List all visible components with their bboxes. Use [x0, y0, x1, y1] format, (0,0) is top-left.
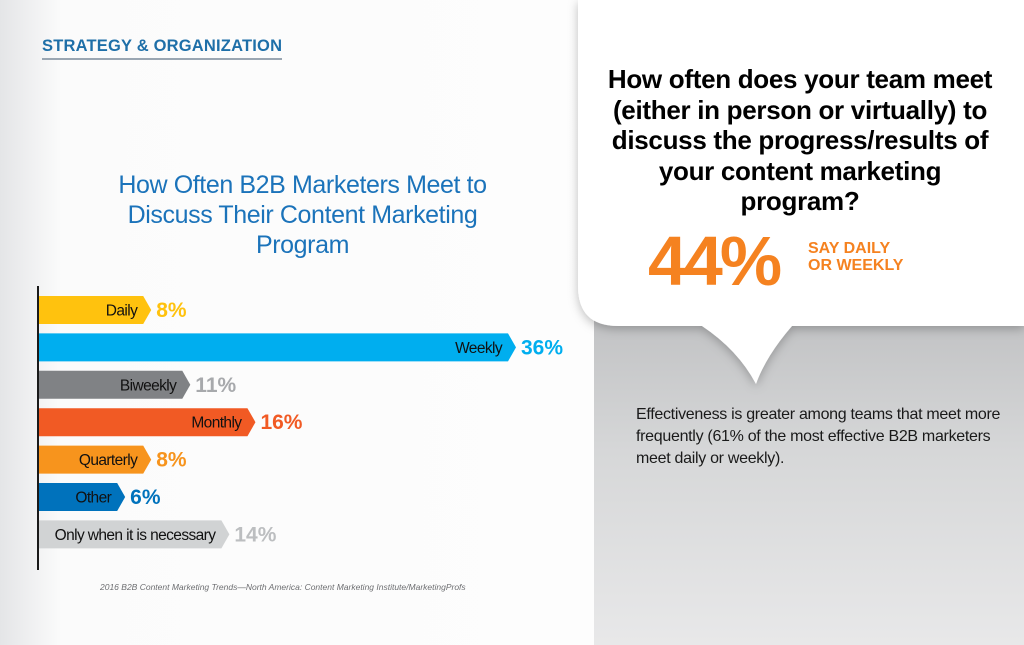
value-label: 6% [130, 486, 161, 509]
bar-weekly [39, 333, 516, 362]
value-label: 8% [156, 449, 187, 472]
category-label: Monthly [191, 415, 242, 432]
value-label: 8% [156, 299, 187, 322]
category-label: Biweekly [120, 377, 177, 394]
category-label: Only when it is necessary [55, 527, 217, 544]
speech-bubble [578, 0, 1024, 384]
category-label: Weekly [455, 340, 503, 357]
stat-caption-line-1: SAY DAILY [808, 240, 891, 257]
category-label: Quarterly [79, 452, 138, 469]
section-label: STRATEGY & ORGANIZATION [42, 37, 283, 60]
value-label: 36% [521, 336, 563, 359]
bar-chart: Daily 8% Weekly 36% Biweekly 11% Monthly 16% Qua… [37, 286, 563, 570]
bar-daily [39, 296, 152, 324]
value-label: 14% [234, 523, 276, 546]
bar-quarterly [39, 445, 152, 474]
survey-question: How often does your team meet (either in… [607, 64, 993, 216]
bar-monthly [39, 408, 256, 437]
bar-other [39, 483, 126, 511]
effectiveness-note: Effectiveness is greater among teams tha… [636, 406, 1001, 467]
stat-value: 44% [648, 222, 782, 300]
bar-biweekly [39, 370, 191, 399]
stat-caption: SAY DAILY OR WEEKLY [808, 240, 958, 274]
category-label: Other [75, 490, 111, 507]
bar-only-when-it-is-necessary [39, 520, 230, 549]
stat-caption-line-2: OR WEEKLY [808, 257, 904, 274]
source-citation: 2016 B2B Content Marketing Trends—North … [100, 582, 466, 592]
value-label: 11% [195, 374, 236, 397]
category-label: Daily [106, 303, 138, 320]
value-label: 16% [260, 411, 302, 434]
chart-title: How Often B2B Marketers Meet to Discuss … [118, 171, 487, 259]
